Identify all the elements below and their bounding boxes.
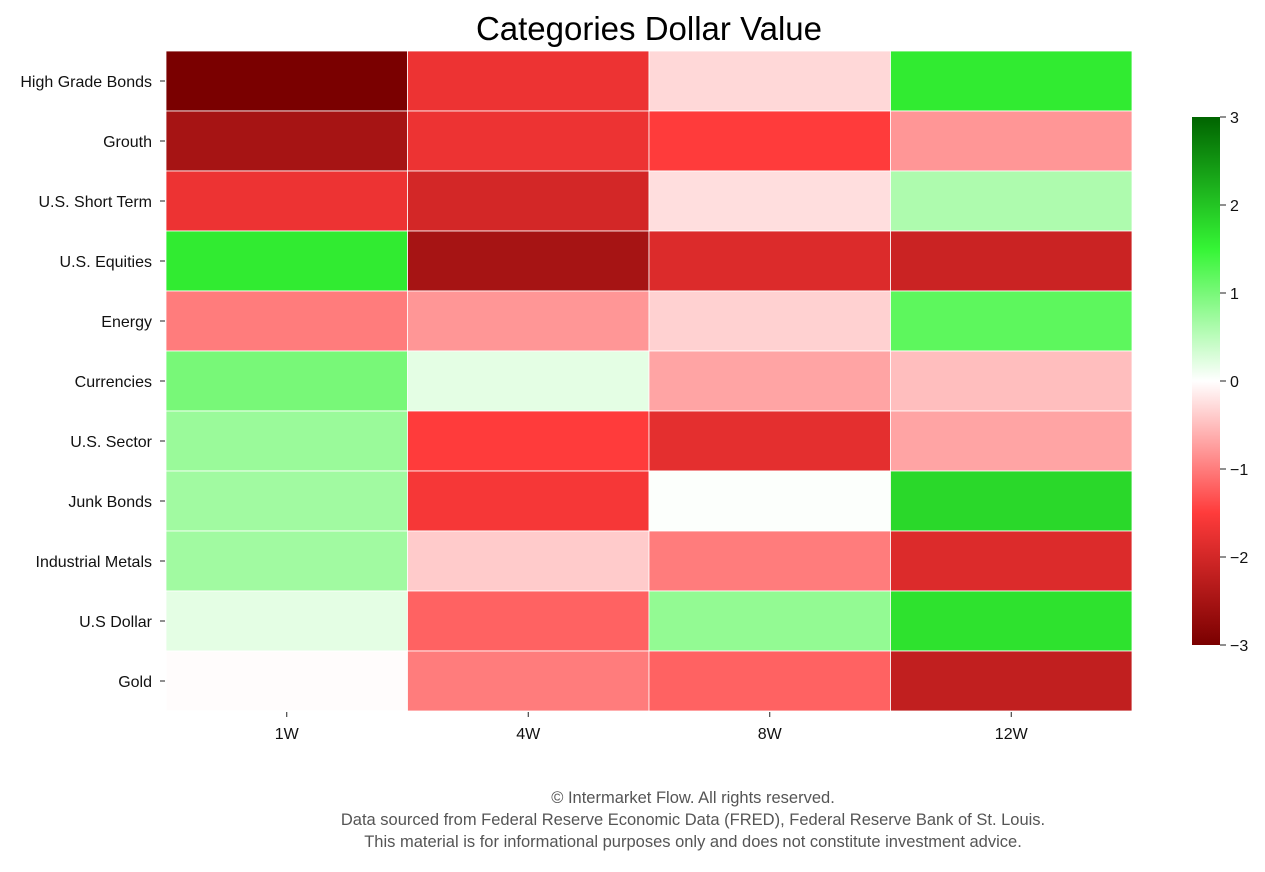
colorbar-tick-label: 1: [1230, 286, 1239, 303]
heatmap-cell: [407, 590, 650, 652]
heatmap-cell: [407, 350, 650, 412]
y-tick-label: Grouth: [103, 134, 152, 151]
heatmap-cell: [648, 650, 891, 712]
colorbar-gradient: [1192, 117, 1220, 645]
heatmap-cell: [648, 410, 891, 472]
heatmap-cell: [165, 290, 408, 352]
heatmap-cell: [407, 110, 650, 172]
y-tick-label: Junk Bonds: [68, 494, 152, 511]
heatmap-cell: [165, 530, 408, 592]
y-tick-label: U.S. Equities: [60, 254, 152, 271]
heatmap-cell: [648, 170, 891, 232]
heatmap-cell: [648, 590, 891, 652]
heatmap-cell: [407, 170, 650, 232]
heatmap-cell: [890, 650, 1133, 712]
y-tick-label: Industrial Metals: [36, 554, 153, 571]
heatmap-cell: [165, 410, 408, 472]
heatmap-cell: [890, 590, 1133, 652]
heatmap-cell: [165, 350, 408, 412]
heatmap-cell: [890, 470, 1133, 532]
heatmap-cell: [890, 110, 1133, 172]
heatmap-cell: [890, 290, 1133, 352]
row-labels: High Grade Bonds Grouth U.S. Short Term U.S…: [20, 74, 165, 691]
heatmap-cell: [407, 290, 650, 352]
heatmap-cell: [407, 50, 650, 112]
y-tick-label: Currencies: [75, 374, 152, 391]
footer-copyright: © Intermarket Flow. All rights reserved.: [551, 789, 835, 807]
heatmap-cell: [165, 470, 408, 532]
y-tick-label: Gold: [118, 674, 152, 691]
y-tick-label: U.S. Short Term: [38, 194, 152, 211]
heatmap-cell: [890, 170, 1133, 232]
y-tick-label: U.S Dollar: [79, 614, 153, 631]
heatmap-cell: [407, 410, 650, 472]
x-tick-label: 12W: [995, 726, 1029, 743]
colorbar-tick-label: −1: [1230, 462, 1248, 479]
heatmap-cell: [165, 50, 408, 112]
heatmap-cell: [890, 350, 1133, 412]
x-tick-label: 8W: [758, 726, 783, 743]
heatmap-cell: [648, 230, 891, 292]
heatmap-cell: [165, 230, 408, 292]
colorbar-tick-label: 3: [1230, 110, 1239, 127]
colorbar-tick-label: −3: [1230, 638, 1248, 655]
heatmap-cells: [165, 50, 1133, 712]
heatmap-cell: [648, 110, 891, 172]
heatmap-cell: [648, 530, 891, 592]
heatmap-cell: [407, 650, 650, 712]
heatmap-cell: [890, 230, 1133, 292]
heatmap-cell: [890, 50, 1133, 112]
y-tick-label: Energy: [101, 314, 152, 331]
heatmap-cell: [890, 530, 1133, 592]
footer-data-source: Data sourced from Federal Reserve Econom…: [340, 811, 1046, 829]
colorbar-tick-label: 2: [1230, 198, 1239, 215]
heatmap-cell: [165, 170, 408, 232]
heatmap-cell: [648, 290, 891, 352]
heatmap-cell: [407, 230, 650, 292]
heatmap-cell: [165, 110, 408, 172]
x-tick-label: 1W: [275, 726, 300, 743]
y-tick-label: High Grade Bonds: [20, 74, 152, 91]
footer-disclaimer: This material is for informational purpo…: [364, 833, 1022, 851]
heatmap-cell: [890, 410, 1133, 472]
x-tick-label: 4W: [516, 726, 541, 743]
heatmap-cell: [648, 50, 891, 112]
colorbar-tick-label: −2: [1230, 550, 1248, 567]
chart-title: Categories Dollar Value: [476, 10, 822, 47]
colorbar-tick-label: 0: [1230, 374, 1239, 391]
heatmap-cell: [407, 530, 650, 592]
column-labels: 1W 4W 8W 12W: [275, 712, 1029, 743]
heatmap-cell: [648, 470, 891, 532]
heatmap-cell: [165, 590, 408, 652]
heatmap-cell: [648, 350, 891, 412]
heatmap-cell: [165, 650, 408, 712]
heatmap-cell: [407, 470, 650, 532]
y-tick-label: U.S. Sector: [70, 434, 152, 451]
colorbar: 3 2 1 0 −1 −2 −3: [1192, 110, 1248, 655]
